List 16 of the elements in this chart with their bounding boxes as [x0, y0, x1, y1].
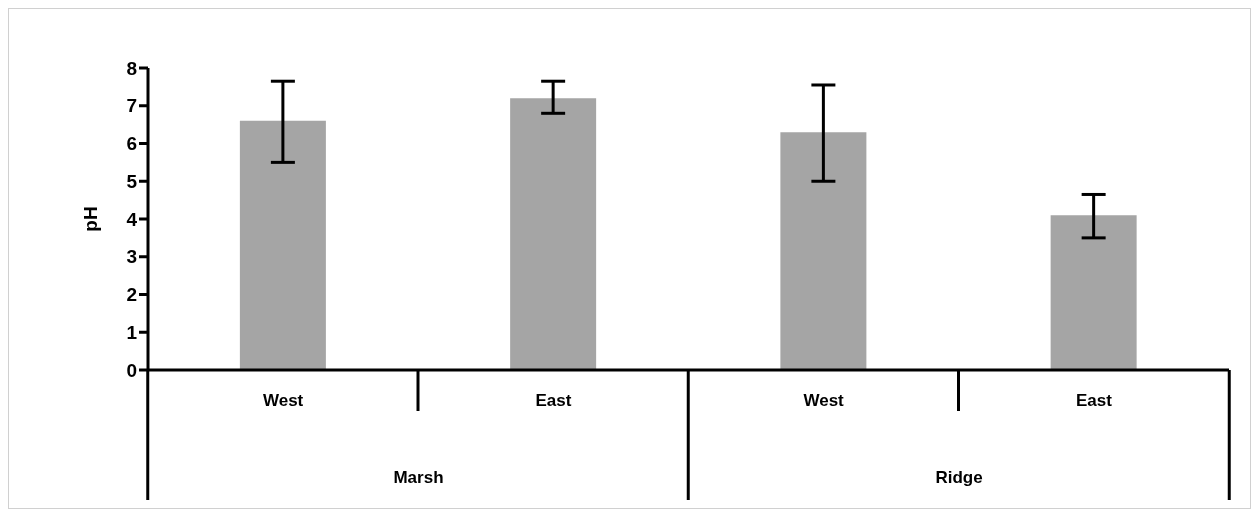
y-tick-label: 6: [126, 133, 137, 155]
x-tick-label: East: [535, 391, 572, 410]
y-tick-label: 7: [126, 95, 137, 117]
y-tick-label: 4: [126, 208, 138, 230]
y-tick-label: 1: [126, 321, 138, 343]
y-axis-title: pH: [79, 206, 101, 232]
x-tick-label: East: [1075, 391, 1113, 410]
y-tick-label: 8: [126, 57, 137, 79]
text: Marsh: [393, 468, 444, 487]
y-tick-label: 0: [126, 359, 137, 381]
x-tick-label: West: [262, 391, 304, 410]
text: Ridge: [935, 468, 983, 487]
y-tick-label: 2: [126, 284, 137, 306]
x-tick-label: West: [803, 391, 845, 410]
y-tick-label: 3: [126, 246, 137, 268]
y-tick-label: 5: [126, 170, 138, 192]
